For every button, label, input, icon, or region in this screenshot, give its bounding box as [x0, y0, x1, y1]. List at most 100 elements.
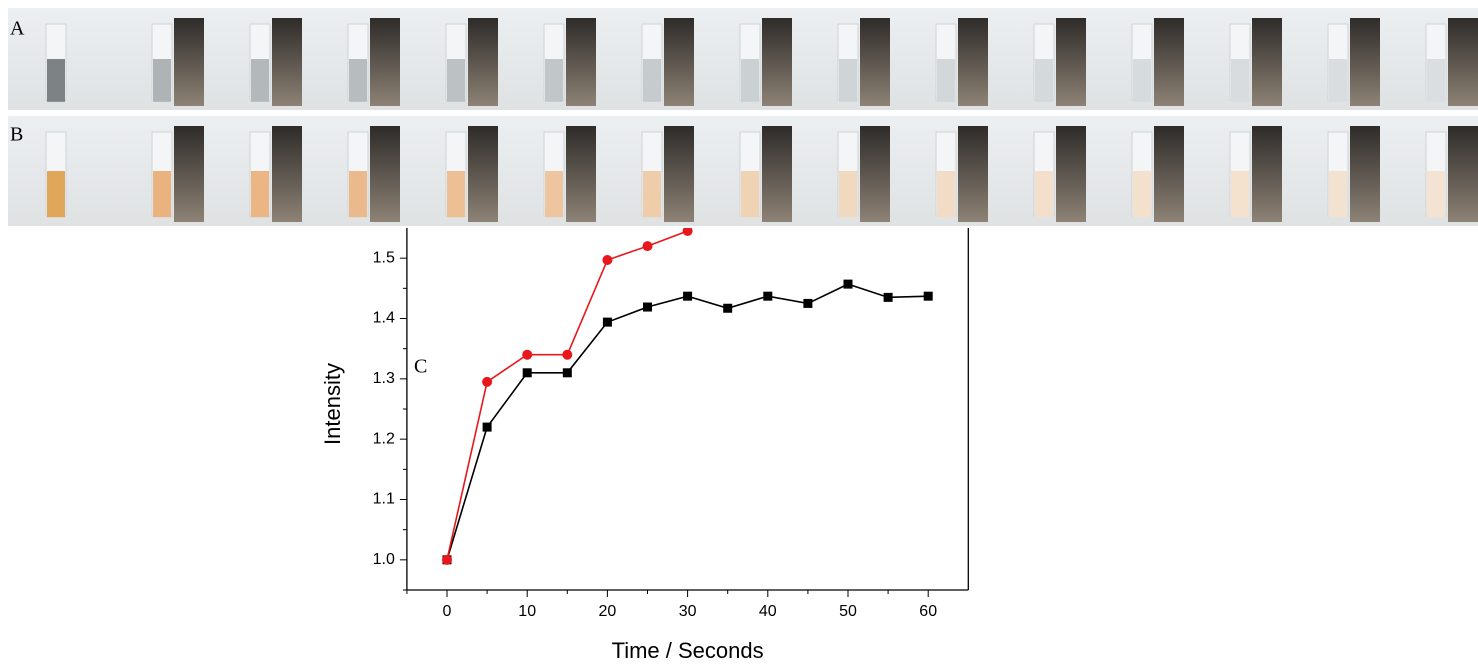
y-tick-label: 1.2 — [373, 430, 395, 447]
x-tick-label: 50 — [839, 603, 857, 620]
y-tick-label: 1.0 — [373, 551, 395, 568]
cuvette-liquid — [1035, 59, 1053, 102]
point — [923, 291, 933, 301]
point — [682, 228, 693, 237]
cuvette-liquid — [251, 59, 269, 102]
cuvette-liquid — [349, 59, 367, 102]
cuvette-liquid — [251, 171, 269, 218]
x-tick-label: 20 — [599, 603, 617, 620]
point — [683, 291, 693, 301]
point — [843, 279, 853, 289]
cuvette-liquid — [349, 171, 367, 218]
cuvette-liquid — [937, 59, 955, 102]
cuvette-liquid — [47, 171, 65, 218]
plate — [1448, 126, 1478, 222]
cuvette-liquid — [1231, 171, 1249, 218]
point — [482, 376, 493, 387]
plate — [958, 126, 988, 222]
plate — [1056, 126, 1086, 222]
point — [602, 317, 612, 327]
y-tick-label: 1.3 — [373, 370, 395, 387]
chart-background — [318, 200, 974, 666]
plate — [370, 126, 400, 222]
cuvette-liquid — [741, 171, 759, 218]
cuvette-liquid — [1035, 171, 1053, 218]
panel-label: A — [10, 18, 25, 40]
plate — [468, 18, 498, 106]
cuvette-liquid — [1231, 59, 1249, 102]
plate — [174, 126, 204, 222]
panel-label: B — [10, 124, 23, 146]
plate — [1350, 126, 1380, 222]
plate — [1252, 126, 1282, 222]
plate — [1252, 18, 1282, 106]
plate — [272, 18, 302, 106]
cuvette-liquid — [153, 171, 171, 218]
point — [442, 554, 452, 565]
cuvette-liquid — [545, 59, 563, 102]
plate — [1448, 18, 1478, 106]
plate — [468, 126, 498, 222]
y-axis-title: Intensity — [320, 363, 345, 445]
plate — [664, 126, 694, 222]
cuvette-liquid — [839, 171, 857, 218]
x-tick-label: 40 — [759, 603, 777, 620]
point — [643, 302, 652, 312]
point — [763, 291, 773, 301]
cuvette-liquid — [643, 171, 661, 218]
plate — [1154, 18, 1184, 106]
plot-area — [442, 228, 933, 565]
plate — [860, 18, 890, 106]
cuvette-liquid — [47, 59, 65, 102]
panel-label: C — [414, 356, 427, 378]
y-tick-label: 1.1 — [373, 491, 395, 508]
plate — [566, 126, 596, 222]
x-tick-label: 10 — [518, 603, 536, 620]
plate — [174, 18, 204, 106]
cuvette-liquid — [447, 171, 465, 218]
plate — [762, 18, 792, 106]
plate — [762, 126, 792, 222]
point — [602, 254, 613, 265]
point — [723, 303, 733, 313]
point — [522, 368, 532, 378]
plate — [566, 18, 596, 106]
cuvette-liquid — [1133, 59, 1151, 102]
photo-strips — [8, 8, 1478, 226]
plate — [1350, 18, 1380, 106]
cuvette-liquid — [447, 59, 465, 102]
y-tick-label: 1.4 — [373, 310, 395, 327]
plate — [860, 126, 890, 222]
cuvette-liquid — [937, 171, 955, 218]
point — [522, 349, 533, 360]
chart: 0 10 20 30 40 50 60 1.0 1.1 1.2 1.3 1.4 1.5 Time / Se… — [320, 228, 969, 663]
cuvette-liquid — [1427, 59, 1445, 102]
point — [803, 298, 813, 308]
cuvette-liquid — [839, 59, 857, 102]
cuvette-liquid — [741, 59, 759, 102]
point — [642, 241, 653, 252]
cuvette-liquid — [1427, 171, 1445, 218]
plate — [958, 18, 988, 106]
point — [562, 349, 573, 360]
x-axis-title: Time / Seconds — [612, 638, 764, 663]
x-tick-label: 30 — [679, 603, 697, 620]
plate — [1056, 18, 1086, 106]
x-tick-label: 60 — [919, 603, 937, 620]
point — [883, 292, 893, 302]
plate — [1154, 126, 1184, 222]
point — [562, 368, 572, 378]
cuvette-liquid — [545, 171, 563, 218]
cuvette-liquid — [1329, 171, 1347, 218]
y-tick-label: 1.5 — [373, 249, 395, 266]
cuvette-liquid — [1329, 59, 1347, 102]
cuvette-liquid — [643, 59, 661, 102]
plate — [272, 126, 302, 222]
cuvette-liquid — [1133, 171, 1151, 218]
point — [482, 422, 492, 432]
cuvette-liquid — [153, 59, 171, 102]
plate — [370, 18, 400, 106]
x-tick-label: 0 — [443, 603, 452, 620]
plate — [664, 18, 694, 106]
